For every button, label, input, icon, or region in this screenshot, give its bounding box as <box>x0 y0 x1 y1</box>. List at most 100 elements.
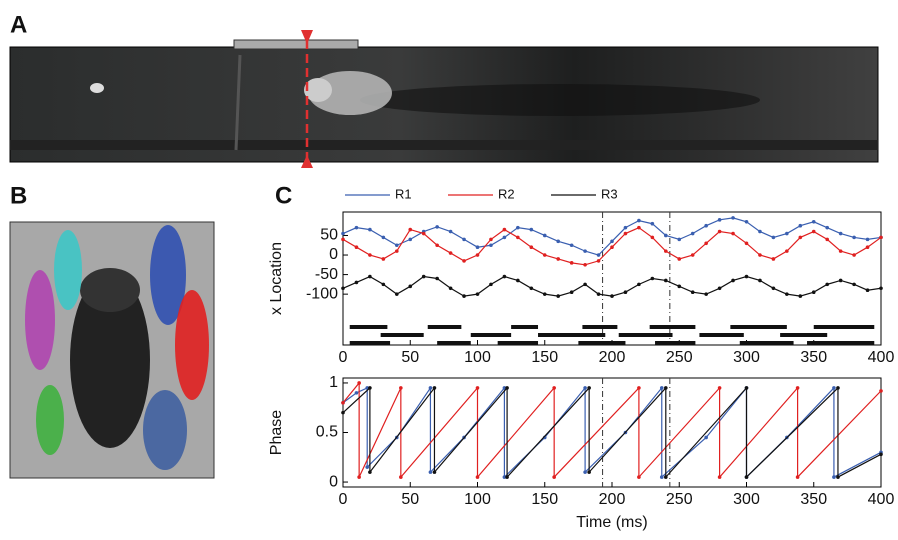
point <box>717 286 722 291</box>
x-tick-label: 400 <box>868 491 895 508</box>
point <box>879 286 883 291</box>
point <box>341 286 345 291</box>
point <box>610 294 614 298</box>
stance-bar <box>582 325 618 329</box>
point <box>435 243 439 248</box>
point <box>690 231 695 236</box>
stance-bar <box>739 341 794 345</box>
point <box>771 235 776 240</box>
point <box>583 470 587 474</box>
point <box>664 475 668 479</box>
point <box>865 237 870 242</box>
point <box>704 292 708 296</box>
x-tick-label: 200 <box>599 491 626 508</box>
stance-bar <box>618 333 673 337</box>
x-tick-label: 300 <box>733 491 760 508</box>
stance-bar <box>470 333 512 337</box>
point <box>448 286 453 291</box>
point <box>798 223 803 228</box>
x-tick-label: 150 <box>531 491 558 508</box>
x-tick-label: 0 <box>339 349 348 366</box>
point <box>448 229 453 234</box>
point <box>637 225 641 230</box>
point <box>664 233 668 238</box>
stance-bar <box>349 341 391 345</box>
point <box>731 231 735 236</box>
point <box>408 237 413 242</box>
y-tick-label: -50 <box>315 266 338 283</box>
stance-bar <box>578 341 626 345</box>
stance-bar <box>649 325 696 329</box>
point <box>677 284 682 289</box>
point <box>637 386 641 390</box>
point <box>825 237 829 242</box>
point <box>502 274 507 279</box>
y-tick-label: 0 <box>329 246 338 263</box>
point <box>462 294 466 298</box>
point <box>341 237 345 242</box>
point <box>587 470 591 474</box>
panel-label: B <box>10 182 27 209</box>
point <box>432 386 437 390</box>
point <box>836 386 840 390</box>
plot-frame <box>342 377 882 488</box>
point <box>825 225 829 230</box>
y-tick-label: 0 <box>329 473 338 490</box>
point <box>677 237 682 242</box>
stance-bar <box>511 325 539 329</box>
x-tick-label: 200 <box>599 349 626 366</box>
point <box>542 292 547 296</box>
point <box>399 386 403 390</box>
point <box>583 386 587 390</box>
point <box>395 292 399 296</box>
point <box>395 249 399 253</box>
x-tick-label: 0 <box>339 491 348 508</box>
stance-bar <box>437 341 471 345</box>
point <box>569 243 574 248</box>
point <box>852 235 856 240</box>
point <box>838 278 843 283</box>
point <box>432 470 437 474</box>
point <box>836 475 840 479</box>
point <box>421 274 426 279</box>
panel-label: A <box>10 11 27 38</box>
point <box>596 292 601 296</box>
x-tick-label: 300 <box>733 349 760 366</box>
point <box>435 276 439 281</box>
x-tick-label: 50 <box>401 349 419 366</box>
y-tick-label: 1 <box>329 374 338 391</box>
point <box>650 221 655 226</box>
point <box>556 239 560 244</box>
point <box>731 216 735 220</box>
point <box>475 475 480 479</box>
point <box>529 286 534 291</box>
point <box>879 452 883 457</box>
point <box>489 282 493 287</box>
point <box>381 282 386 287</box>
series-line <box>342 381 882 479</box>
point <box>717 475 722 479</box>
point <box>758 253 762 257</box>
point <box>623 225 628 230</box>
point <box>435 225 439 229</box>
point <box>637 218 641 223</box>
y-tick-label: -100 <box>306 285 338 302</box>
x-axis-label: Time (ms) <box>576 514 647 531</box>
point <box>879 235 883 240</box>
point <box>825 282 829 287</box>
point <box>637 282 641 287</box>
point <box>368 227 372 232</box>
point <box>664 249 668 253</box>
point <box>587 386 591 390</box>
point <box>502 227 507 232</box>
point <box>408 284 413 289</box>
point <box>744 386 749 390</box>
point <box>502 235 507 240</box>
x-tick-label: 350 <box>800 491 827 508</box>
y-tick-label: 0.5 <box>316 424 338 441</box>
point <box>381 235 386 240</box>
point <box>623 231 628 236</box>
point <box>637 475 641 479</box>
point <box>552 386 556 390</box>
point <box>502 386 507 390</box>
